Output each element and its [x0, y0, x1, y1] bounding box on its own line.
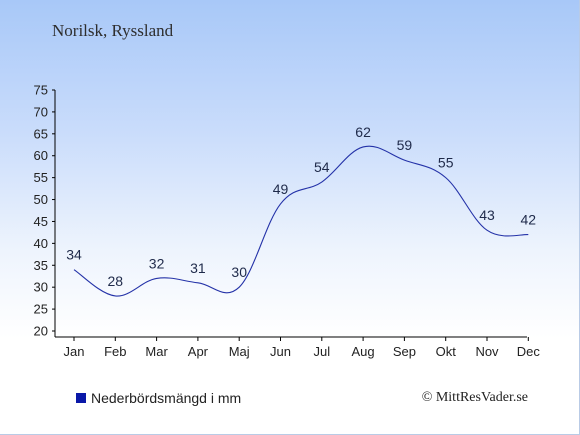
data-point: [445, 177, 447, 179]
x-tick-label: Sep: [393, 344, 416, 359]
legend-label: Nederbördsmängd i mm: [91, 390, 242, 406]
x-tick-label: Maj: [229, 344, 250, 359]
series-line: [73, 145, 529, 297]
x-tick-label: Jan: [64, 344, 85, 359]
data-point: [114, 295, 116, 297]
data-point: [362, 146, 364, 148]
data-point: [156, 277, 158, 279]
data-label: 42: [521, 212, 537, 228]
data-label: 55: [438, 155, 454, 171]
data-point: [321, 181, 323, 183]
y-tick-label: 20: [34, 324, 48, 339]
y-tick-label: 35: [34, 258, 48, 273]
data-point: [527, 234, 529, 236]
data-point: [197, 282, 199, 284]
y-tick-label: 45: [34, 214, 48, 229]
data-label: 59: [397, 137, 413, 153]
y-tick-label: 70: [34, 104, 48, 119]
legend: Nederbördsmängd i mm: [76, 390, 241, 406]
y-tick-label: 55: [34, 170, 48, 185]
x-tick-label: Jun: [270, 344, 291, 359]
data-point: [280, 203, 282, 205]
y-tick-label: 30: [34, 280, 48, 295]
x-tick-label: Nov: [475, 344, 499, 359]
data-label: 43: [479, 207, 495, 223]
y-tick-label: 75: [34, 83, 48, 98]
y-tick-label: 25: [34, 302, 48, 317]
data-label: 54: [314, 159, 330, 175]
x-tick-label: Apr: [188, 344, 209, 359]
data-label: 30: [231, 264, 247, 280]
x-tick-label: Mar: [145, 344, 168, 359]
x-tick-label: Jul: [313, 344, 330, 359]
x-tick-label: Okt: [436, 344, 457, 359]
y-tick-label: 50: [34, 192, 48, 207]
data-point: [238, 286, 240, 288]
copyright-text: © MittResVader.se: [421, 390, 528, 405]
data-label: 28: [108, 273, 124, 289]
x-tick-label: Dec: [517, 344, 541, 359]
x-tick-label: Aug: [352, 344, 375, 359]
data-label: 62: [355, 124, 371, 140]
y-tick-label: 60: [34, 148, 48, 163]
data-label: 49: [273, 181, 289, 197]
y-tick-label: 65: [34, 126, 48, 141]
data-point: [486, 229, 488, 231]
data-label: 34: [66, 247, 82, 263]
data-label: 31: [190, 260, 206, 276]
data-point: [73, 269, 75, 271]
data-label: 32: [149, 255, 165, 271]
x-tick-label: Feb: [104, 344, 126, 359]
chart-subtitle: Norilsk, Ryssland: [52, 21, 174, 40]
data-point: [403, 159, 405, 161]
y-tick-label: 40: [34, 236, 48, 251]
legend-swatch: [76, 393, 86, 403]
